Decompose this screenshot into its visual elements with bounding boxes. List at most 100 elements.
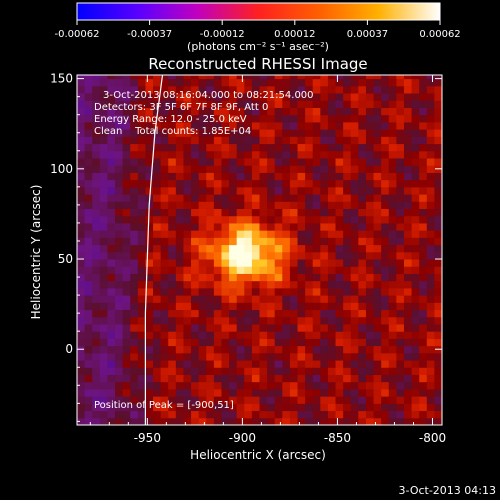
heatmap-cell xyxy=(396,338,405,347)
heatmap-cell xyxy=(251,417,260,425)
heatmap-cell xyxy=(168,316,177,325)
heatmap-cell xyxy=(160,75,169,80)
heatmap-cell xyxy=(411,222,420,231)
heatmap-cell xyxy=(213,157,222,166)
heatmap-cell xyxy=(335,360,344,368)
heatmap-cell xyxy=(107,316,116,325)
heatmap-cell xyxy=(403,208,413,217)
heatmap-cell xyxy=(411,316,420,325)
heatmap-cell xyxy=(229,136,238,145)
heatmap-cell xyxy=(122,201,131,210)
heatmap-cell xyxy=(259,172,268,181)
heatmap-cell xyxy=(206,295,215,303)
heatmap-cell xyxy=(115,179,124,188)
heatmap-cell xyxy=(373,230,382,238)
heatmap-cell xyxy=(183,259,192,267)
heatmap-cell xyxy=(411,230,420,238)
heatmap-cell xyxy=(381,287,390,296)
heatmap-cell xyxy=(350,309,359,318)
heatmap-cell xyxy=(221,230,230,238)
heatmap-cell xyxy=(282,85,291,94)
colorbar-tick-label: 0.00037 xyxy=(347,29,388,40)
heatmap-cell xyxy=(327,381,337,390)
heatmap-cell xyxy=(411,237,420,246)
heatmap-cell xyxy=(168,85,177,94)
colorbar-gradient xyxy=(76,2,441,21)
heatmap-cell xyxy=(305,360,314,368)
heatmap-cell xyxy=(312,75,321,80)
heatmap-cell xyxy=(145,75,154,80)
heatmap-cell xyxy=(77,85,86,94)
heatmap-cell xyxy=(168,93,177,101)
heatmap-cell xyxy=(419,100,428,108)
heatmap-cell xyxy=(236,251,245,260)
heatmap-cell xyxy=(259,374,268,383)
heatmap-cell xyxy=(320,331,329,339)
heatmap-cell xyxy=(335,388,344,397)
heatmap-cell xyxy=(107,266,116,274)
heatmap-cell xyxy=(403,417,413,425)
heatmap-cell xyxy=(305,179,314,188)
heatmap-cell xyxy=(403,352,413,361)
heatmap-cell xyxy=(229,157,238,166)
heatmap-cell xyxy=(213,136,222,145)
heatmap-cell xyxy=(289,186,299,195)
heatmap-cell xyxy=(191,150,200,159)
heatmap-cell xyxy=(320,338,329,347)
heatmap-cell xyxy=(77,323,86,332)
heatmap-cell xyxy=(396,143,405,152)
heatmap-cell xyxy=(396,309,405,318)
heatmap-cell xyxy=(358,93,367,101)
heatmap-cell xyxy=(213,251,222,260)
heatmap-cell xyxy=(229,381,238,390)
heatmap-cell xyxy=(327,244,337,253)
heatmap-cell xyxy=(137,388,146,397)
heatmap-cell xyxy=(145,179,154,188)
heatmap-cell xyxy=(327,352,337,361)
heatmap-cell xyxy=(365,215,375,224)
heatmap-cell xyxy=(137,208,146,217)
heatmap-cell xyxy=(419,114,428,123)
heatmap-cell xyxy=(350,338,359,347)
heatmap-cell xyxy=(388,360,397,368)
heatmap-cell xyxy=(137,259,146,267)
heatmap-cell xyxy=(426,345,435,354)
heatmap-cell xyxy=(221,287,230,296)
heatmap-cell xyxy=(365,150,375,159)
heatmap-cell xyxy=(327,410,337,419)
heatmap-cell xyxy=(396,85,405,94)
heatmap-cell xyxy=(320,381,329,390)
heatmap-cell xyxy=(84,129,93,137)
heatmap-cell xyxy=(289,165,299,173)
heatmap-cell xyxy=(244,381,253,390)
heatmap-cell xyxy=(343,244,352,253)
heatmap-cell xyxy=(183,287,192,296)
heatmap-cell xyxy=(426,172,435,181)
heatmap-cell xyxy=(259,150,268,159)
heatmap-cell xyxy=(381,345,390,354)
heatmap-cell xyxy=(92,215,101,224)
heatmap-cell xyxy=(99,186,108,195)
heatmap-cell xyxy=(145,381,154,390)
heatmap-cell xyxy=(289,114,299,123)
heatmap-cell xyxy=(381,121,390,130)
heatmap-cell xyxy=(84,280,93,289)
heatmap-cell xyxy=(229,75,238,80)
heatmap-cell xyxy=(365,266,375,274)
heatmap-cell xyxy=(259,251,268,260)
heatmap-cell xyxy=(84,367,93,375)
heatmap-cell xyxy=(175,244,184,253)
heatmap-cell xyxy=(236,316,245,325)
heatmap-cell xyxy=(236,388,245,397)
heatmap-cell xyxy=(236,157,245,166)
heatmap-cell xyxy=(350,93,359,101)
heatmap-cell xyxy=(327,396,337,404)
x-tick-label: -950 xyxy=(134,431,161,445)
heatmap-cell xyxy=(213,222,222,231)
heatmap-cell xyxy=(206,338,215,347)
heatmap-cell xyxy=(137,331,146,339)
heatmap-cell xyxy=(411,266,420,274)
heatmap-cell xyxy=(403,201,413,210)
heatmap-cell xyxy=(107,251,116,260)
heatmap-cell xyxy=(137,150,146,159)
